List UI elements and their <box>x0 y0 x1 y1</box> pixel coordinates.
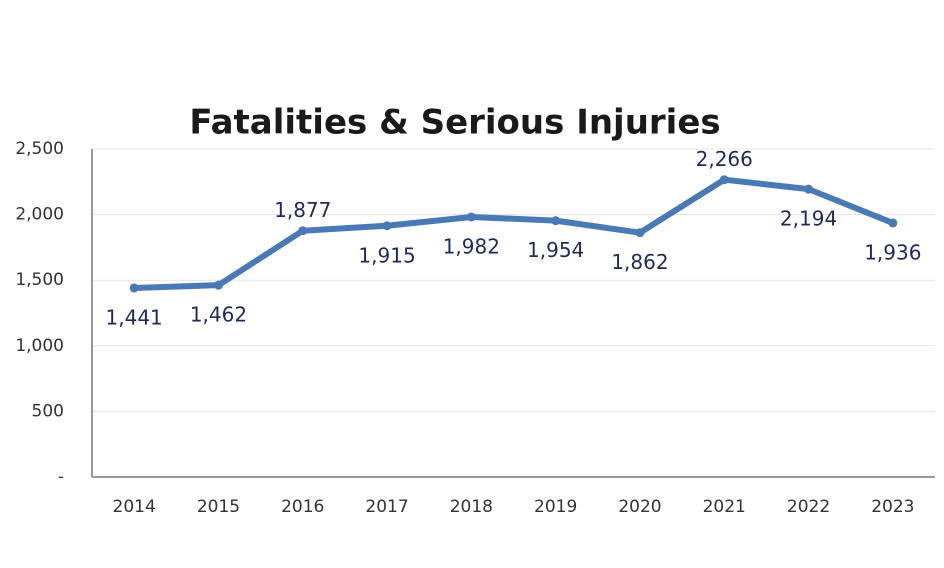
x-tick-label: 2020 <box>618 497 661 517</box>
x-tick-label: 2021 <box>703 497 746 517</box>
data-point <box>888 218 898 228</box>
y-tick-label: 2,500 <box>15 139 64 159</box>
data-point <box>298 226 308 236</box>
data-line <box>134 176 894 291</box>
x-tick-label: 2018 <box>450 497 493 517</box>
y-tick-label: 1,500 <box>15 270 64 290</box>
data-label: 1,462 <box>190 303 247 327</box>
data-label: 1,877 <box>274 198 331 222</box>
data-label: 2,194 <box>780 207 837 231</box>
x-tick-label: 2022 <box>787 497 830 517</box>
data-point <box>719 175 729 185</box>
data-point <box>382 221 392 231</box>
data-label: 1,936 <box>864 240 921 264</box>
data-label: 1,954 <box>527 238 584 262</box>
data-point <box>466 212 476 222</box>
x-tick-label: 2019 <box>534 497 577 517</box>
data-point <box>213 280 223 290</box>
data-label: 1,441 <box>106 305 163 329</box>
x-tick-label: 2017 <box>365 497 408 517</box>
data-point <box>804 184 814 194</box>
data-label: 1,862 <box>611 250 668 274</box>
y-tick-label: 1,000 <box>15 336 64 356</box>
x-tick-label: 2023 <box>871 497 914 517</box>
data-point <box>129 283 139 293</box>
y-tick-label: 2,000 <box>15 205 64 225</box>
data-point <box>551 216 561 226</box>
x-tick-label: 2016 <box>281 497 324 517</box>
y-tick-label: - <box>58 467 64 487</box>
x-tick-label: 2014 <box>113 497 156 517</box>
chart-title: Fatalities & Serious Injuries <box>189 103 720 143</box>
data-label: 2,266 <box>696 147 753 171</box>
data-point <box>635 228 645 238</box>
y-tick-label: 500 <box>32 401 64 421</box>
data-label: 1,915 <box>358 243 415 267</box>
data-label: 1,982 <box>443 234 500 258</box>
x-tick-label: 2015 <box>197 497 240 517</box>
